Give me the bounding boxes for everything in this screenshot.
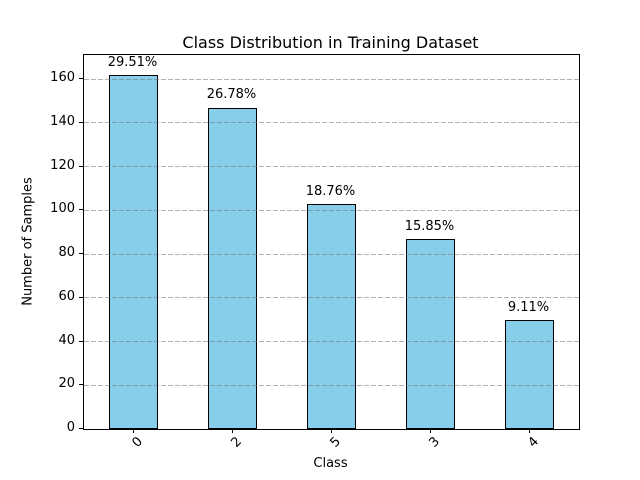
y-tick-mark bbox=[79, 296, 83, 298]
y-tick-mark bbox=[79, 165, 83, 167]
x-axis-label: Class bbox=[313, 456, 348, 471]
bar-annotation: 29.51% bbox=[107, 54, 158, 70]
y-tick-label: 80 bbox=[58, 245, 75, 261]
y-tick-label: 100 bbox=[50, 201, 75, 217]
x-tick-mark bbox=[231, 429, 233, 433]
bar bbox=[207, 107, 258, 429]
y-tick-mark bbox=[79, 253, 83, 255]
y-tick-mark bbox=[79, 428, 83, 429]
bar bbox=[306, 203, 357, 429]
gridline bbox=[84, 122, 579, 124]
y-tick-label: 160 bbox=[50, 70, 75, 86]
x-tick-mark bbox=[429, 429, 431, 433]
x-tick-mark bbox=[528, 429, 530, 433]
bar-annotation: 18.76% bbox=[305, 183, 356, 199]
y-tick-label: 20 bbox=[58, 376, 75, 392]
y-tick-label: 40 bbox=[58, 332, 75, 348]
x-tick-mark bbox=[132, 429, 134, 433]
bar-annotation: 9.11% bbox=[507, 299, 550, 315]
plot-area bbox=[83, 54, 580, 430]
chart-title: Class Distribution in Training Dataset bbox=[182, 33, 479, 52]
bar-annotation: 26.78% bbox=[206, 87, 257, 103]
y-axis-label: Number of Samples bbox=[20, 177, 36, 306]
y-tick-label: 140 bbox=[50, 113, 75, 129]
y-tick-label: 120 bbox=[50, 157, 75, 173]
bar bbox=[108, 74, 159, 429]
y-tick-label: 60 bbox=[58, 288, 75, 304]
bar-annotation: 15.85% bbox=[404, 218, 455, 234]
y-tick-mark bbox=[79, 209, 83, 211]
y-tick-label: 0 bbox=[66, 420, 75, 435]
bar bbox=[504, 319, 555, 429]
x-tick-mark bbox=[330, 429, 332, 433]
bar bbox=[405, 238, 456, 429]
gridline bbox=[84, 166, 579, 168]
y-tick-mark bbox=[79, 121, 83, 123]
y-tick-mark bbox=[79, 384, 83, 386]
y-tick-mark bbox=[79, 78, 83, 80]
gridline bbox=[84, 78, 579, 80]
y-tick-mark bbox=[79, 340, 83, 342]
